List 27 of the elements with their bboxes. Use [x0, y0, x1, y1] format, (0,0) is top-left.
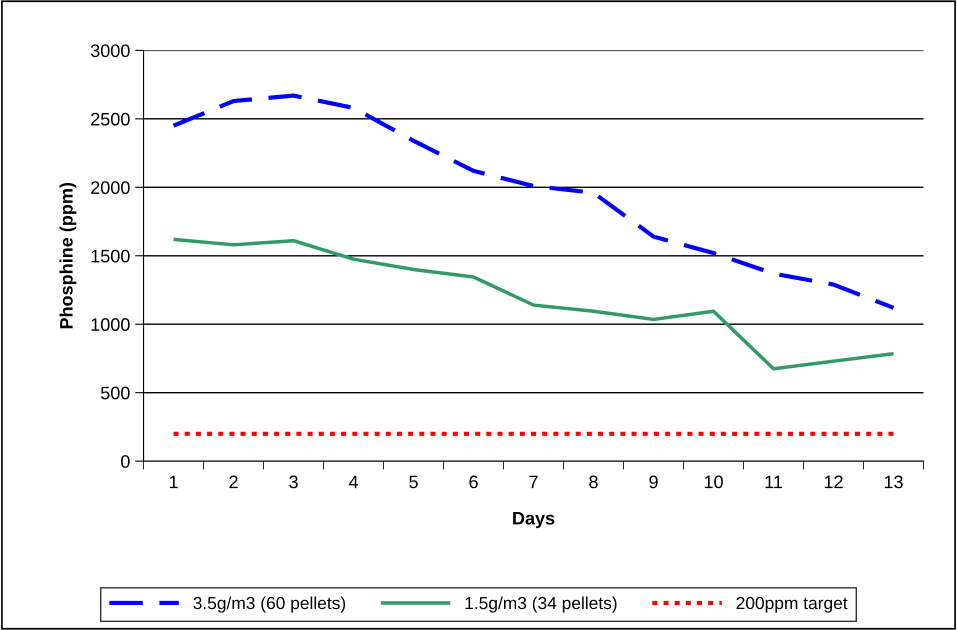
y-tick-label: 3000 — [90, 44, 130, 58]
y-axis-title: Phosphine (ppm) — [59, 182, 76, 328]
x-tick-label: 11 — [766, 476, 782, 488]
x-tick-label: 1 — [170, 476, 178, 488]
y-tick-label: 2000 — [91, 181, 130, 194]
x-tick-label: 13 — [884, 476, 903, 488]
line-series — [172, 238, 896, 370]
legend-label: 200ppm target — [736, 596, 848, 613]
x-tick-label: 4 — [348, 476, 358, 488]
x-tick-label: 6 — [469, 476, 478, 488]
line-series — [171, 94, 896, 310]
y-tick-label: 1000 — [92, 318, 130, 331]
x-tick-label: 12 — [824, 476, 843, 488]
x-tick-label: 9 — [649, 476, 658, 488]
x-tick-label: 5 — [409, 476, 418, 488]
y-tick-label: 0 — [121, 455, 130, 468]
y-tick-label: 2500 — [91, 112, 130, 126]
legend-label: 3.5g/m3 (60 pellets) — [193, 596, 346, 613]
x-tick-label: 2 — [229, 476, 238, 488]
y-tick-label: 1500 — [92, 250, 130, 262]
x-axis-title: Days — [513, 512, 554, 528]
y-tick-label: 500 — [100, 386, 130, 400]
legend-label: 1.5g/m3 (34 pellets) — [466, 596, 617, 613]
x-tick-label: 3 — [289, 476, 298, 488]
x-tick-label: 7 — [529, 476, 538, 488]
x-tick-label: 10 — [704, 476, 723, 488]
x-tick-label: 8 — [589, 476, 598, 488]
